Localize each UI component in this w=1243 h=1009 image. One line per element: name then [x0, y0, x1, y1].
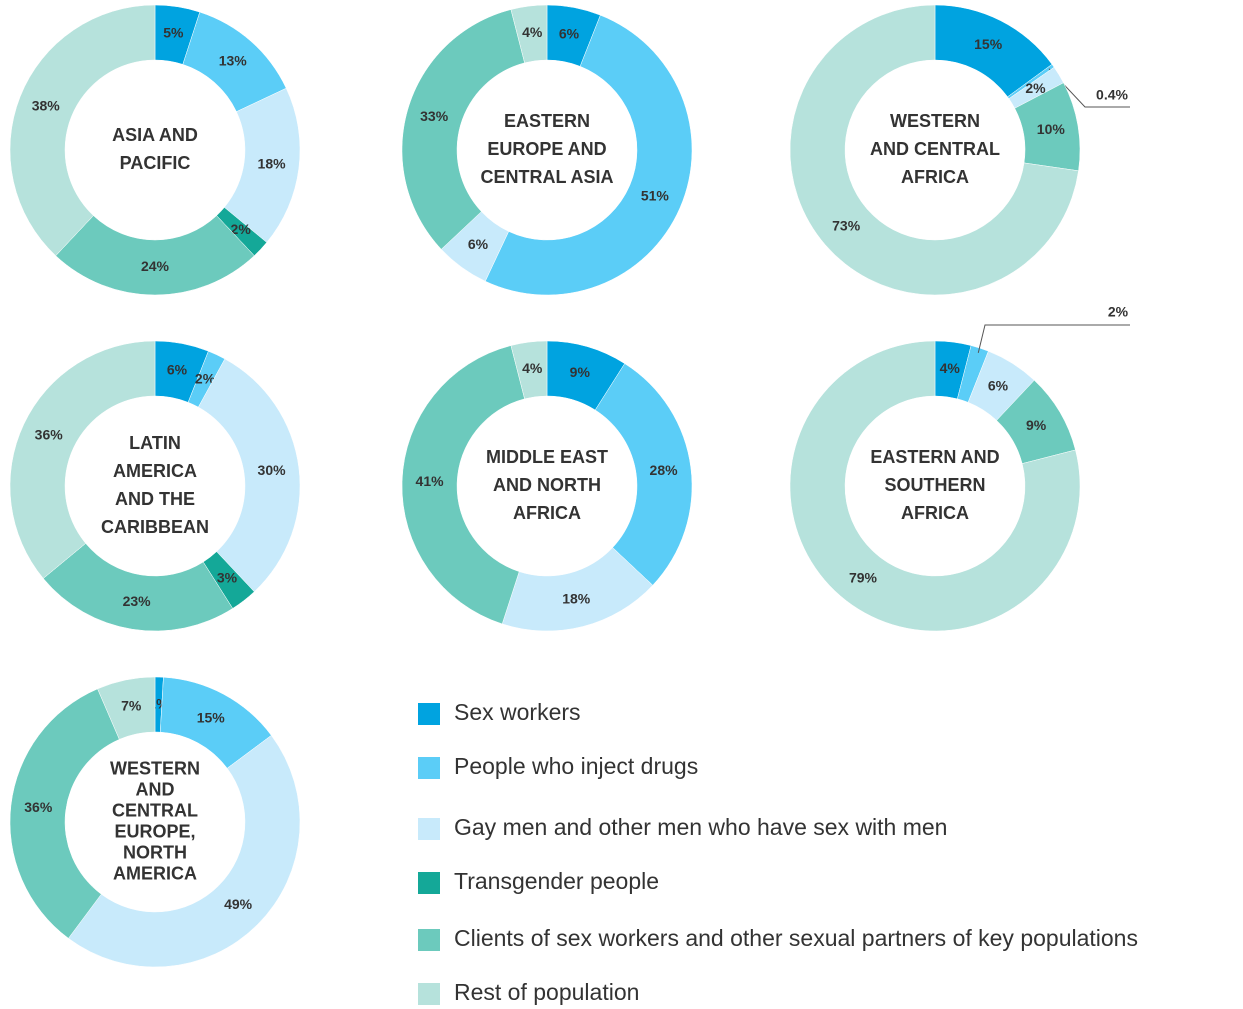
donut-slice	[9, 4, 156, 257]
slice-label: 4%	[940, 360, 961, 376]
donut-slice	[510, 4, 548, 64]
slice-label: 4%	[522, 360, 543, 376]
donut-title: EASTERN	[504, 111, 590, 131]
slice-label: 36%	[24, 799, 53, 815]
slice-label: 7%	[121, 698, 142, 714]
donut-title: CARIBBEAN	[101, 517, 209, 537]
legend-label: Clients of sex workers and other sexual …	[454, 925, 1138, 951]
slice-label: 24%	[141, 258, 170, 274]
slice-label: 13%	[219, 53, 248, 69]
donut-title: AND	[136, 779, 175, 799]
donut-title: ASIA AND	[112, 125, 198, 145]
donut-slice	[9, 340, 156, 579]
donut-slice	[55, 215, 255, 296]
donut-title: NORTH	[123, 842, 187, 862]
donut-slice	[198, 358, 301, 593]
slice-label: 36%	[35, 427, 64, 443]
slice-label: 30%	[258, 462, 287, 478]
slice-label: 10%	[1037, 121, 1066, 137]
legend-swatch	[418, 703, 440, 725]
slice-label: 15%	[974, 36, 1003, 52]
slice-label: 73%	[832, 218, 861, 234]
legend-swatch	[418, 872, 440, 894]
legend-label: Transgender people	[454, 868, 659, 894]
legend-label: Gay men and other men who have sex with …	[454, 814, 947, 840]
donut-title: AFRICA	[901, 167, 969, 187]
legend-label: Sex workers	[454, 699, 581, 725]
slice-label: 0.4%	[1096, 87, 1128, 103]
donut-title: CENTRAL	[112, 800, 198, 820]
slice-label: 6%	[468, 236, 489, 252]
donut-slice	[9, 688, 120, 939]
slice-label: 33%	[420, 108, 449, 124]
donut-title: AMERICA	[113, 461, 197, 481]
donut-title: WESTERN	[110, 758, 200, 778]
slice-label: 6%	[559, 25, 580, 41]
donut-slice	[789, 340, 1081, 632]
donut-title: CENTRAL ASIA	[480, 167, 613, 187]
slice-label: 6%	[988, 377, 1009, 393]
legend-swatch	[418, 818, 440, 840]
legend-label: People who inject drugs	[454, 753, 698, 779]
slice-label: 18%	[258, 155, 287, 171]
donut-title: WESTERN	[890, 111, 980, 131]
slice-label: 4%	[522, 24, 543, 40]
donut-title: LATIN	[129, 433, 181, 453]
donut-title: AMERICA	[113, 863, 197, 883]
donut-slice	[484, 14, 693, 296]
slice-label: 28%	[650, 462, 679, 478]
donut-title: EUROPE AND	[487, 139, 606, 159]
legend-swatch	[418, 929, 440, 951]
donut-title: AND THE	[115, 489, 195, 509]
slice-label: 2%	[231, 221, 252, 237]
slice-label: 38%	[32, 97, 61, 113]
donut-title: AND CENTRAL	[870, 139, 1000, 159]
slice-label: 49%	[224, 896, 253, 912]
donut-title: MIDDLE EAST	[486, 447, 608, 467]
donut-slice	[594, 363, 693, 586]
slice-label: 23%	[123, 593, 152, 609]
legend-label: Rest of population	[454, 979, 639, 1005]
legend-swatch	[418, 983, 440, 1005]
slice-label: 51%	[641, 187, 670, 203]
slice-label: 5%	[163, 25, 184, 41]
slice-label: 2%	[1025, 80, 1046, 96]
donut-title: EUROPE,	[114, 821, 195, 841]
slice-label: 2%	[1108, 304, 1129, 320]
donut-slice	[510, 340, 548, 400]
donut-title: AND NORTH	[493, 475, 601, 495]
slice-label: 2%	[195, 370, 216, 386]
slice-label: 18%	[562, 591, 591, 607]
donut-slice	[401, 9, 525, 250]
donut-slice	[401, 345, 525, 625]
donut-slice	[97, 676, 156, 740]
donut-slice	[789, 4, 1079, 296]
slice-label: 3%	[217, 570, 238, 586]
legend-swatch	[418, 757, 440, 779]
slice-label: 79%	[849, 570, 878, 586]
donut-title: AFRICA	[901, 503, 969, 523]
slice-label: 41%	[416, 473, 445, 489]
slice-label: 6%	[167, 361, 188, 377]
donut-title: AFRICA	[513, 503, 581, 523]
donut-title: EASTERN AND	[870, 447, 999, 467]
donut-title: SOUTHERN	[884, 475, 985, 495]
donut-title: PACIFIC	[120, 153, 191, 173]
donut-slice	[42, 543, 234, 632]
slice-label: 9%	[1026, 417, 1047, 433]
callout-line	[977, 324, 1130, 353]
slice-label: 15%	[197, 709, 226, 725]
slice-label: 9%	[570, 364, 591, 380]
